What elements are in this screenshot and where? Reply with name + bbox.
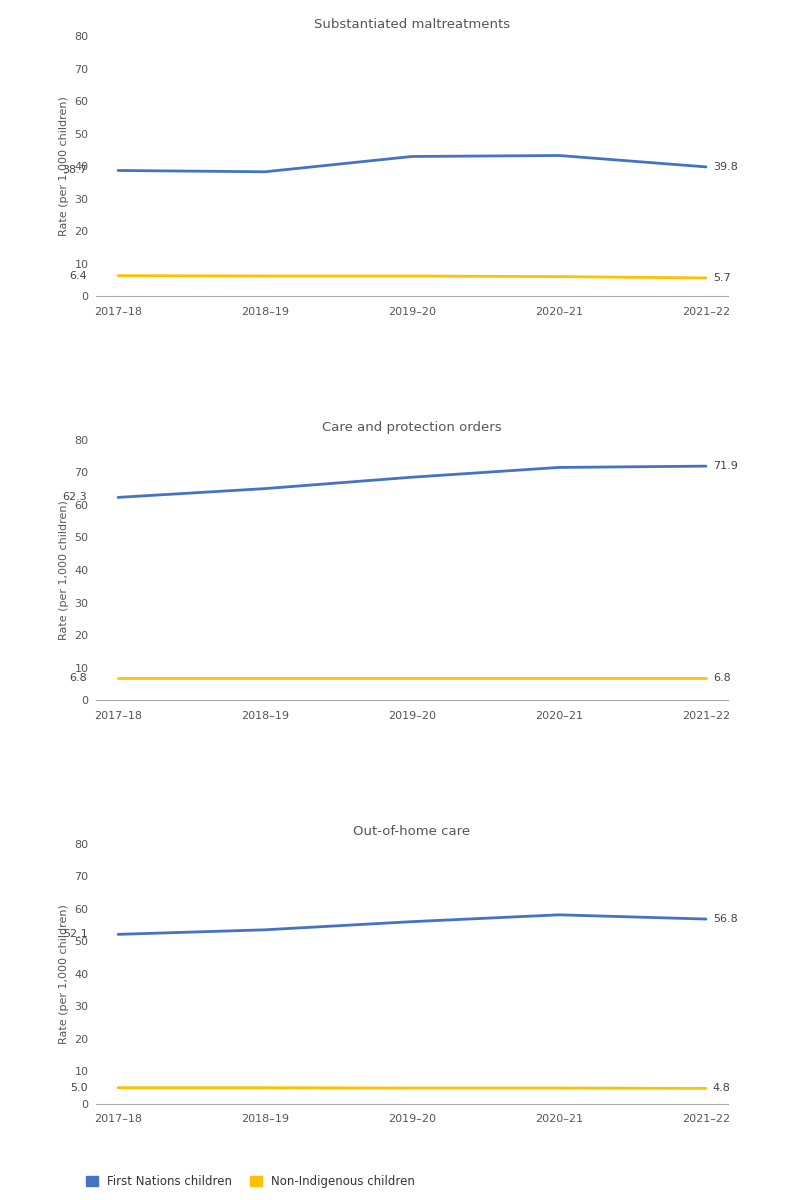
Text: 52.1: 52.1 bbox=[62, 929, 87, 940]
Y-axis label: Rate (per 1,000 children): Rate (per 1,000 children) bbox=[58, 96, 69, 236]
Y-axis label: Rate (per 1,000 children): Rate (per 1,000 children) bbox=[58, 500, 69, 640]
Text: 6.8: 6.8 bbox=[70, 673, 87, 683]
Text: 56.8: 56.8 bbox=[713, 914, 738, 924]
Text: 4.8: 4.8 bbox=[713, 1084, 730, 1093]
Text: 62.3: 62.3 bbox=[62, 492, 87, 503]
Text: 6.4: 6.4 bbox=[70, 271, 87, 281]
Text: 5.0: 5.0 bbox=[70, 1082, 87, 1093]
Text: 71.9: 71.9 bbox=[713, 461, 738, 472]
Title: Substantiated maltreatments: Substantiated maltreatments bbox=[314, 18, 510, 31]
Text: 39.8: 39.8 bbox=[713, 162, 738, 172]
Title: Care and protection orders: Care and protection orders bbox=[322, 421, 502, 434]
Title: Out-of-home care: Out-of-home care bbox=[354, 826, 470, 838]
Text: 38.7: 38.7 bbox=[62, 166, 87, 175]
Legend: First Nations children, Non-Indigenous children: First Nations children, Non-Indigenous c… bbox=[86, 1175, 415, 1188]
Y-axis label: Rate (per 1,000 children): Rate (per 1,000 children) bbox=[58, 904, 69, 1044]
Text: 6.8: 6.8 bbox=[713, 673, 730, 683]
Text: 5.7: 5.7 bbox=[713, 272, 730, 283]
